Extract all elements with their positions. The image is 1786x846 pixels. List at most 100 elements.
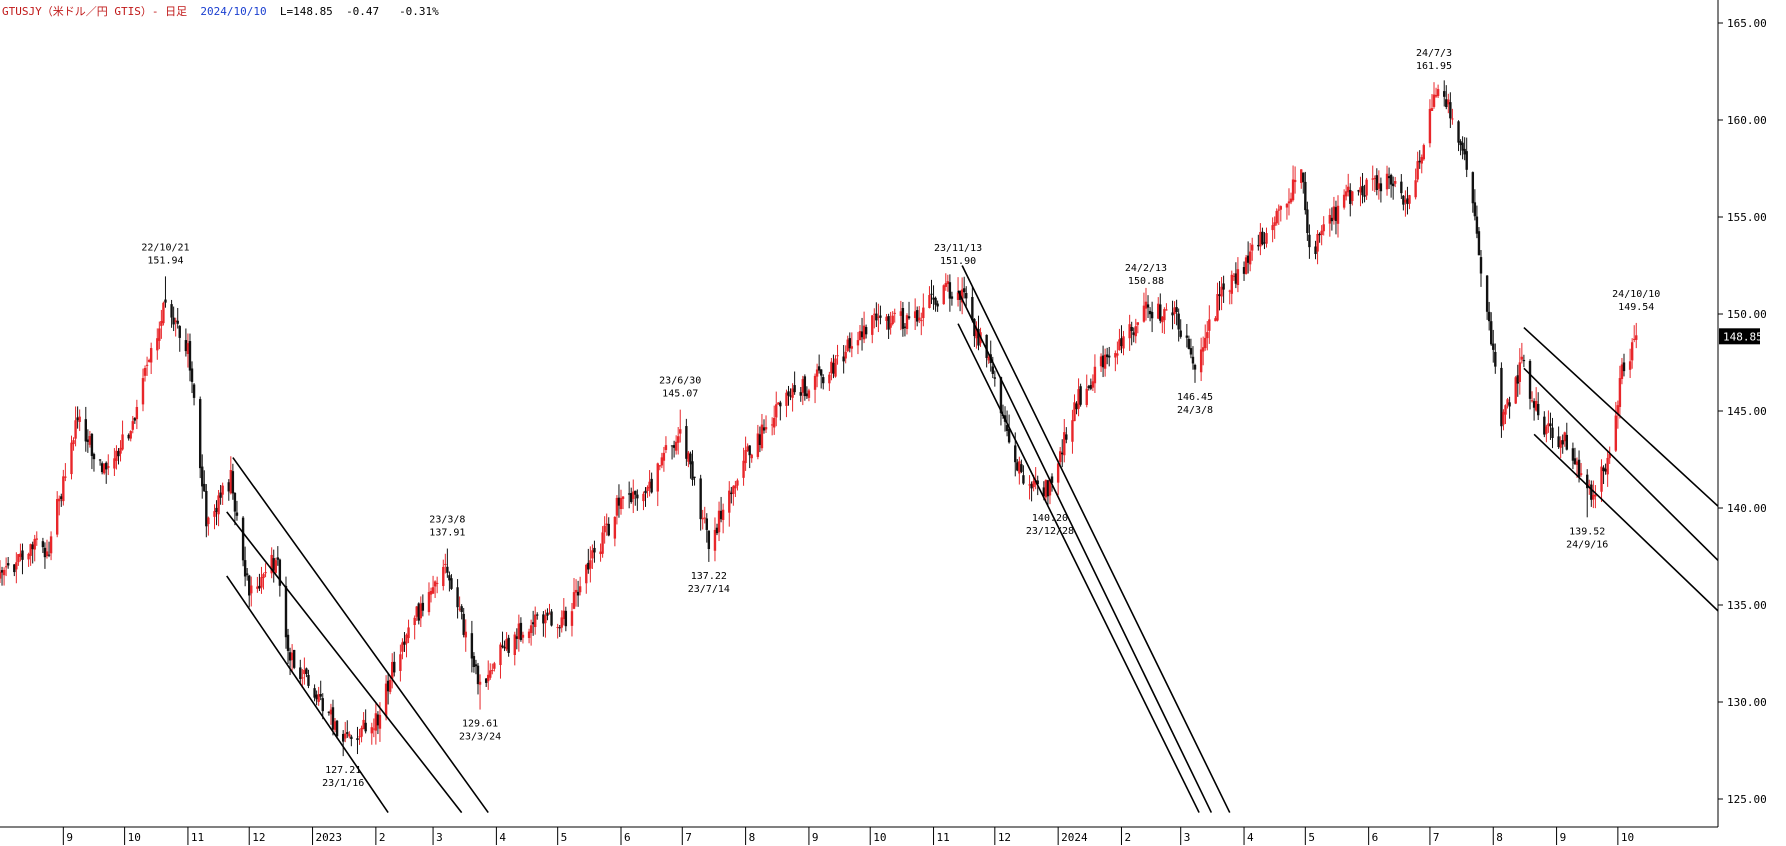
candle-body (221, 485, 224, 495)
candle-body (570, 611, 574, 626)
candle-body (601, 532, 604, 554)
candle-body (176, 320, 179, 324)
candle-body (1291, 179, 1295, 201)
price-tick-label: 165.00 (1727, 17, 1767, 30)
candle-body (219, 492, 222, 498)
candle-body (1451, 118, 1454, 120)
candle-body (658, 465, 662, 467)
channel-line-1-1 (232, 457, 489, 814)
candle-body (1586, 474, 1589, 489)
candle-body (599, 551, 602, 555)
candle-body (873, 313, 876, 315)
candle-body (174, 320, 177, 323)
candle-body (391, 661, 394, 679)
candle-body (1516, 375, 1519, 384)
candle-body (1371, 178, 1374, 180)
candle-body (1445, 99, 1448, 108)
candle-body (1428, 108, 1432, 144)
candle-body (636, 494, 639, 499)
candle-body (127, 434, 130, 439)
candle-body (1594, 494, 1597, 497)
candle-body (864, 327, 868, 335)
candle-body (344, 733, 347, 739)
candle-body (946, 281, 950, 285)
candle-body (1118, 339, 1121, 351)
candle-body (1122, 336, 1125, 349)
channel-lines-layer (226, 265, 1718, 814)
candle-body (188, 341, 192, 371)
candle-body (1633, 338, 1636, 340)
candle-body (1500, 367, 1503, 427)
candle-body (231, 471, 235, 494)
candle-body (564, 610, 568, 627)
candle-body (728, 490, 731, 513)
candle-body (903, 326, 907, 329)
candle-body (1048, 479, 1052, 496)
time-tick-label: 5 (1308, 831, 1315, 844)
time-tick-label: 9 (812, 831, 819, 844)
candle-body (689, 453, 692, 465)
candle-body (378, 714, 382, 729)
candle-body (403, 641, 406, 645)
candle-body (860, 331, 864, 338)
candle-body (707, 530, 711, 550)
time-tick-label: 3 (436, 831, 443, 844)
candle-body (1022, 475, 1025, 484)
candle-body (1377, 183, 1381, 189)
candle-body (192, 384, 196, 398)
candle-body (887, 316, 890, 330)
candle-body (775, 404, 778, 418)
extreme-label: 145.07 (662, 389, 698, 400)
candle-body (975, 327, 978, 339)
candle-body (98, 459, 102, 461)
candle-body (1549, 423, 1552, 427)
candle-body (734, 485, 737, 489)
candle-body (550, 611, 553, 626)
candle-body (503, 646, 506, 649)
candle-body (517, 623, 521, 639)
candle-body (13, 564, 16, 573)
candle-body (1148, 310, 1152, 315)
extreme-label: 127.21 (325, 765, 361, 776)
candle-body (1534, 400, 1538, 411)
candle-body (589, 560, 592, 569)
time-tick-label: 2 (1124, 831, 1131, 844)
candle-body (201, 466, 204, 487)
candle-body (160, 321, 163, 326)
candle-body (1073, 402, 1076, 422)
candle-body (1293, 179, 1297, 183)
candle-body (1300, 169, 1303, 183)
candle-body (205, 490, 208, 527)
candle-body (1571, 448, 1575, 461)
candle-body (736, 480, 739, 486)
candle-body (1193, 364, 1197, 370)
candle-body (1473, 202, 1477, 217)
candle-body (732, 486, 735, 494)
candle-body (474, 664, 478, 667)
candle-body (117, 451, 120, 457)
candle-body (72, 440, 75, 445)
candle-body (1520, 356, 1524, 360)
candle-body (64, 476, 67, 478)
candle-body (822, 377, 825, 384)
candle-body (1579, 473, 1583, 475)
candle-body (965, 292, 968, 299)
candle-body (115, 450, 118, 461)
candle-body (527, 631, 531, 638)
candle-body (1543, 416, 1546, 435)
candle-body (1091, 381, 1095, 388)
candle-body (41, 541, 45, 548)
candle-body (956, 292, 960, 300)
candle-body (1007, 429, 1011, 443)
candle-body (717, 510, 721, 533)
candle-body (1530, 400, 1534, 402)
candle-body (1385, 173, 1389, 190)
candle-body (427, 592, 431, 613)
candle-body (58, 498, 61, 502)
candle-body (742, 460, 745, 478)
candle-body (1134, 326, 1137, 337)
candle-body (934, 297, 937, 305)
candle-body (699, 478, 702, 520)
candle-body (1142, 305, 1146, 322)
candle-body (1602, 467, 1605, 472)
